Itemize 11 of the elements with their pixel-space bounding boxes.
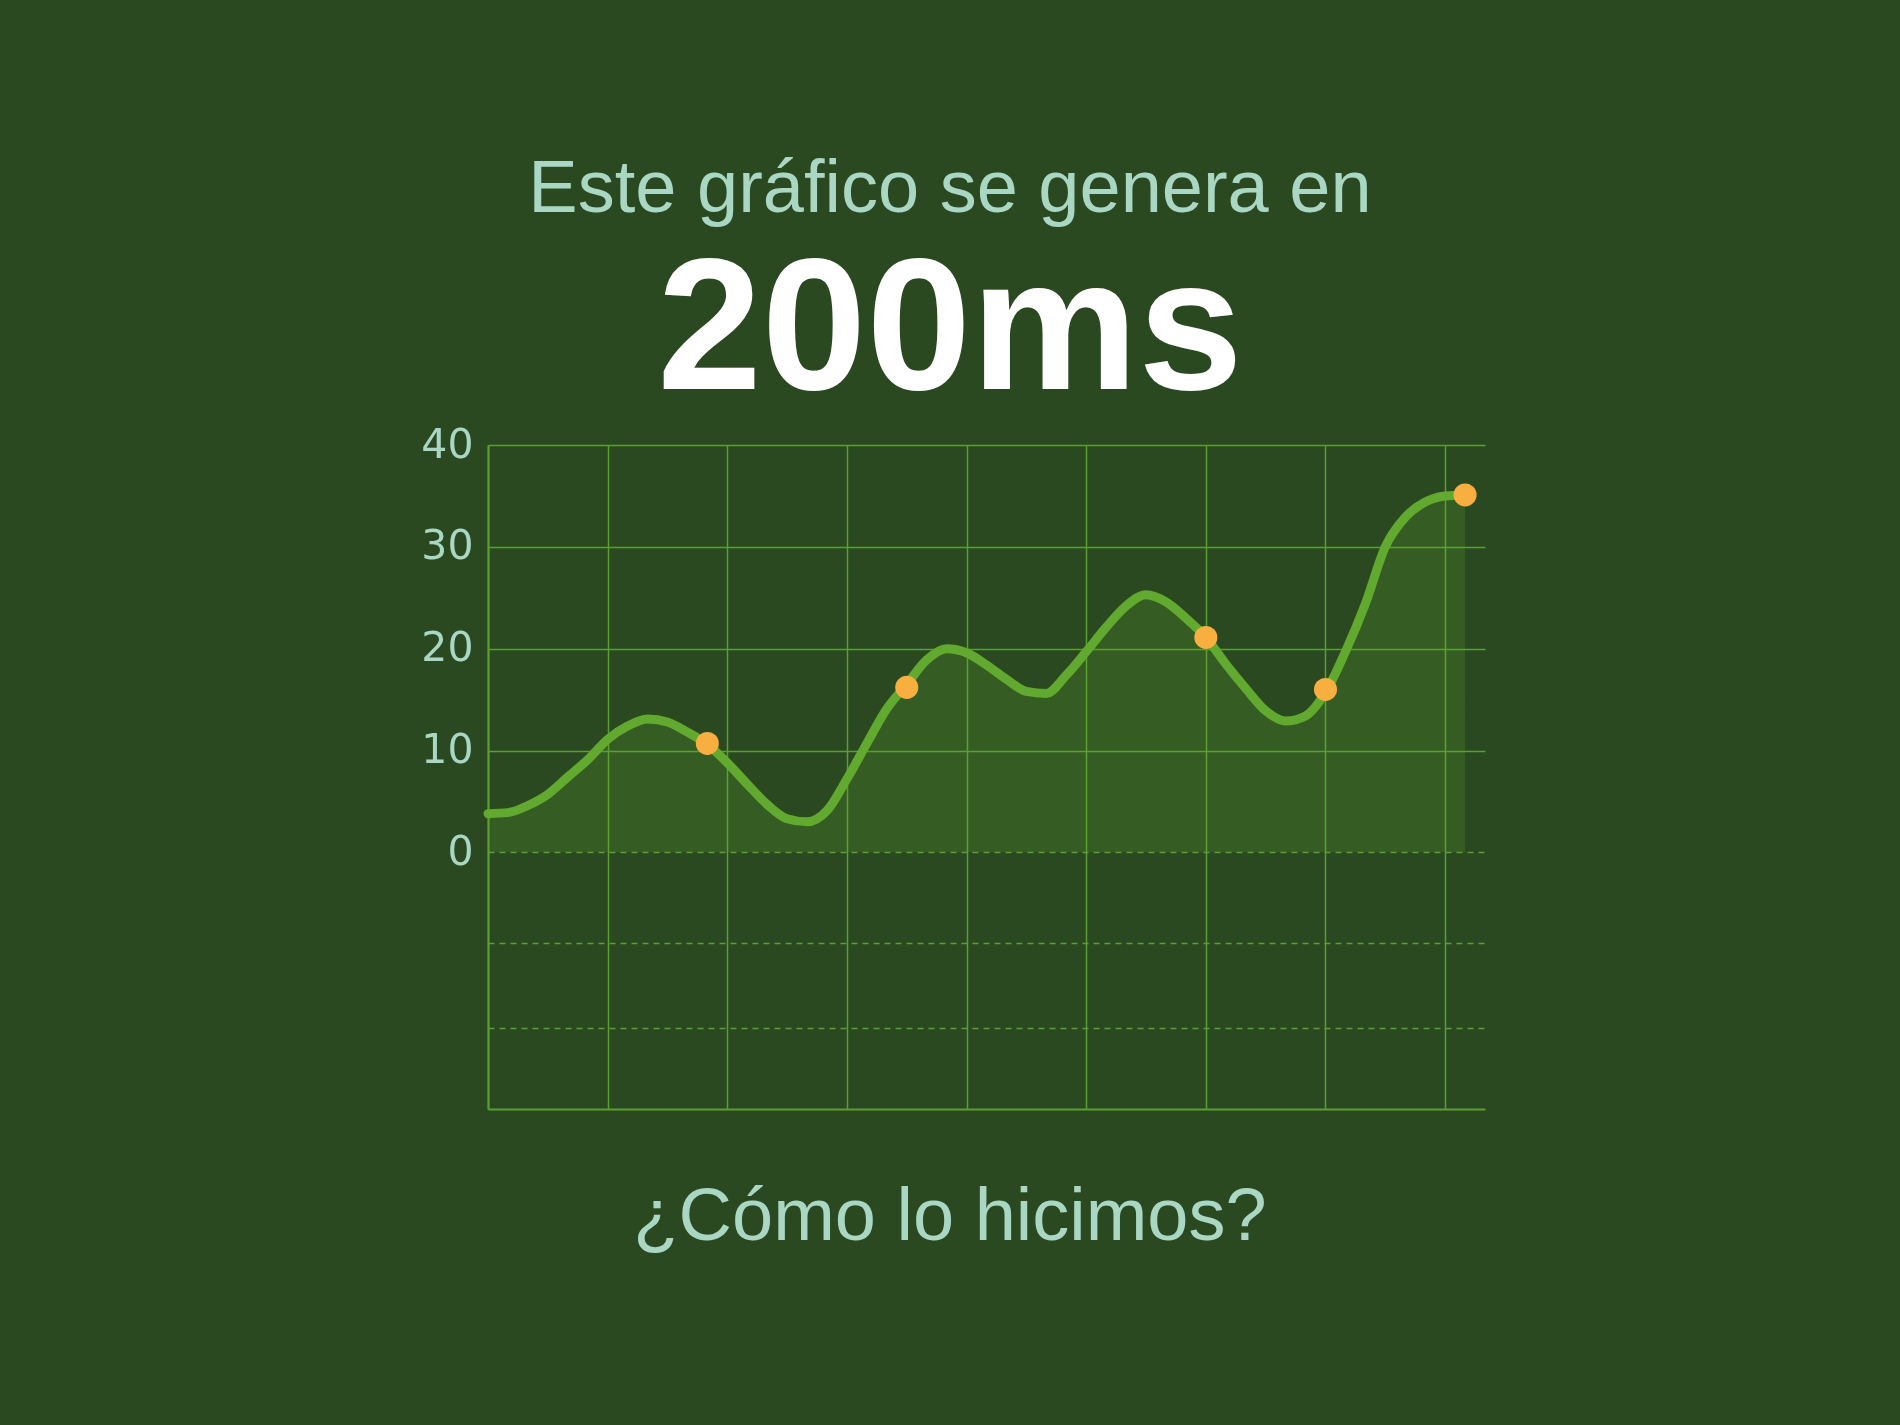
y-tick-label: 40 — [421, 419, 474, 468]
point — [1453, 483, 1477, 507]
point — [695, 731, 719, 755]
y-tick-label: 30 — [421, 521, 474, 570]
point — [1313, 677, 1337, 701]
point — [895, 675, 919, 699]
y-tick-label: 0 — [447, 826, 474, 875]
point — [1194, 625, 1218, 649]
y-tick-label: 20 — [421, 623, 474, 672]
y-tick-label: 10 — [421, 725, 474, 774]
text: ¿Cómo lo hicimos? — [633, 1173, 1267, 1256]
